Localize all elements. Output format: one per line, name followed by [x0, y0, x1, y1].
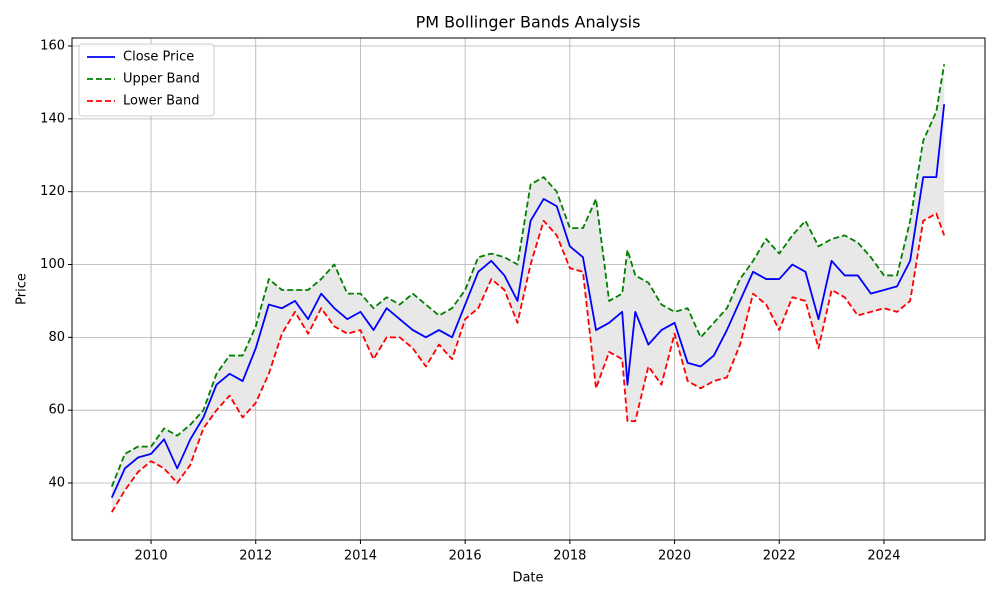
legend-box — [78, 43, 215, 117]
legend-label: Upper Band — [123, 72, 200, 87]
series-line — [110, 104, 946, 498]
x-tick-label: 2014 — [344, 549, 377, 564]
y-axis-label: Price — [15, 273, 30, 305]
y-tick-label: 100 — [40, 257, 65, 272]
plot-layer: 40 60 80 100 120 140 160 2010 2012 2014 2016 2018 20… — [40, 37, 986, 564]
x-tick-label: 2024 — [867, 549, 900, 564]
x-tick-label: 2016 — [449, 549, 482, 564]
y-tick-label: 80 — [48, 330, 65, 345]
band-fill — [111, 64, 945, 513]
series-line — [111, 212, 946, 513]
legend-label: Close Price — [123, 50, 194, 65]
y-tick-label: 140 — [40, 111, 65, 126]
y-tick-label: 120 — [40, 184, 65, 199]
y-tick-label: 60 — [48, 403, 65, 418]
plot-frame — [71, 37, 986, 541]
y-tick-label: 40 — [48, 476, 65, 491]
chart-title: PM Bollinger Bands Analysis — [416, 13, 641, 32]
x-tick-label: 2022 — [763, 549, 796, 564]
x-axis-label: Date — [512, 571, 543, 586]
y-tick-label: 160 — [40, 39, 65, 54]
x-tick-label: 2012 — [239, 549, 272, 564]
x-tick-label: 2018 — [553, 549, 586, 564]
series-line — [110, 64, 946, 487]
x-tick-label: 2020 — [658, 549, 691, 564]
legend-label: Lower Band — [123, 94, 199, 109]
x-tick-label: 2010 — [135, 549, 168, 564]
